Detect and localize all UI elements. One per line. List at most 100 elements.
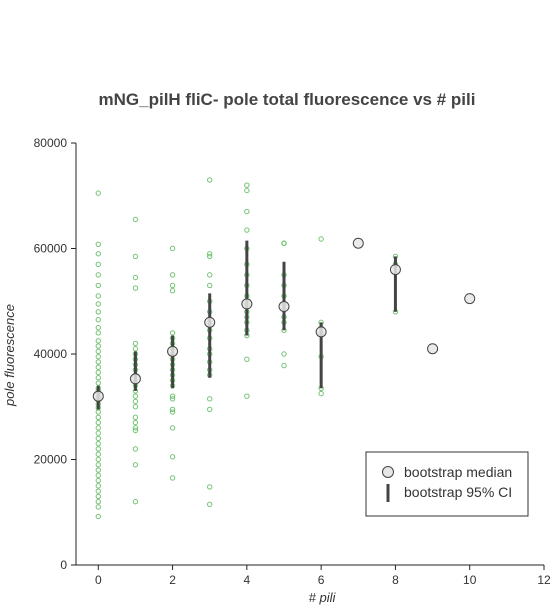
data-point xyxy=(96,242,100,246)
data-point xyxy=(96,294,100,298)
x-axis-label: # pili xyxy=(309,590,337,605)
data-point xyxy=(96,484,100,488)
median-marker xyxy=(279,302,289,312)
data-point xyxy=(96,468,100,472)
y-tick-label: 80000 xyxy=(34,136,68,150)
data-point xyxy=(96,365,100,369)
data-point xyxy=(96,463,100,467)
data-point xyxy=(96,331,100,335)
x-tick-label: 0 xyxy=(95,573,102,587)
data-point xyxy=(133,254,137,258)
data-point xyxy=(96,354,100,358)
data-point xyxy=(96,339,100,343)
data-point xyxy=(170,331,174,335)
data-point xyxy=(245,357,249,361)
median-marker xyxy=(242,299,252,309)
data-point xyxy=(133,347,137,351)
data-point xyxy=(96,489,100,493)
data-points xyxy=(96,178,398,519)
y-tick-label: 60000 xyxy=(34,242,68,256)
data-point xyxy=(282,241,286,245)
data-point xyxy=(170,273,174,277)
median-marker xyxy=(465,294,475,304)
data-point xyxy=(96,420,100,424)
data-point xyxy=(245,209,249,213)
x-tick-label: 8 xyxy=(392,573,399,587)
data-point xyxy=(245,183,249,187)
x-tick-label: 2 xyxy=(169,573,176,587)
axes: 0 20000 40000 60000 80000 0 2 4 6 8 10 12 xyxy=(34,136,551,587)
data-point xyxy=(133,275,137,279)
median-marker xyxy=(205,317,215,327)
data-point xyxy=(133,500,137,504)
median-marker xyxy=(353,238,363,248)
x-tick-label: 10 xyxy=(463,573,477,587)
data-point xyxy=(96,452,100,456)
data-point xyxy=(96,441,100,445)
data-point xyxy=(170,426,174,430)
data-point xyxy=(282,352,286,356)
data-point xyxy=(96,376,100,380)
data-point xyxy=(133,394,137,398)
data-point xyxy=(133,415,137,419)
data-point xyxy=(96,360,100,364)
data-point xyxy=(96,505,100,509)
data-point xyxy=(319,237,323,241)
data-point xyxy=(96,514,100,518)
data-point xyxy=(96,262,100,266)
data-point xyxy=(96,415,100,419)
data-point xyxy=(133,420,137,424)
data-point xyxy=(133,286,137,290)
legend-median-marker xyxy=(383,467,394,478)
data-point xyxy=(96,478,100,482)
data-point xyxy=(208,407,212,411)
data-point xyxy=(96,302,100,306)
data-point xyxy=(133,447,137,451)
data-point xyxy=(96,318,100,322)
data-point xyxy=(282,363,286,367)
data-point xyxy=(96,283,100,287)
data-point xyxy=(319,391,323,395)
y-tick-label: 40000 xyxy=(34,347,68,361)
legend-median-label: bootstrap median xyxy=(404,464,512,480)
legend: bootstrap median bootstrap 95% CI xyxy=(366,452,528,516)
median-marker xyxy=(93,391,103,401)
data-point xyxy=(133,217,137,221)
y-tick-label: 0 xyxy=(60,558,67,572)
x-tick-label: 6 xyxy=(318,573,325,587)
data-point xyxy=(96,370,100,374)
data-point xyxy=(208,273,212,277)
median-marker xyxy=(130,374,140,384)
data-point xyxy=(133,341,137,345)
x-tick-label: 12 xyxy=(537,573,551,587)
chart-title: mNG_pilH fliC- pole total fluorescence v… xyxy=(99,90,476,109)
data-point xyxy=(245,394,249,398)
data-point xyxy=(170,455,174,459)
median-marker xyxy=(316,327,326,337)
data-point xyxy=(133,405,137,409)
data-point xyxy=(96,431,100,435)
data-point xyxy=(96,436,100,440)
data-point xyxy=(245,188,249,192)
data-point xyxy=(96,500,100,504)
x-tick-label: 4 xyxy=(244,573,251,587)
data-point xyxy=(208,502,212,506)
data-point xyxy=(96,344,100,348)
data-point xyxy=(208,283,212,287)
y-tick-label: 20000 xyxy=(34,453,68,467)
y-axis-label: pole fluorescence xyxy=(2,304,17,407)
data-point xyxy=(96,457,100,461)
data-point xyxy=(208,178,212,182)
data-point xyxy=(96,310,100,314)
data-point xyxy=(170,246,174,250)
data-point xyxy=(96,473,100,477)
data-point xyxy=(96,494,100,498)
data-point xyxy=(133,399,137,403)
ci-bars xyxy=(98,241,395,410)
legend-ci-label: bootstrap 95% CI xyxy=(404,484,512,500)
data-point xyxy=(96,426,100,430)
data-point xyxy=(245,228,249,232)
data-point xyxy=(96,349,100,353)
median-marker xyxy=(168,346,178,356)
